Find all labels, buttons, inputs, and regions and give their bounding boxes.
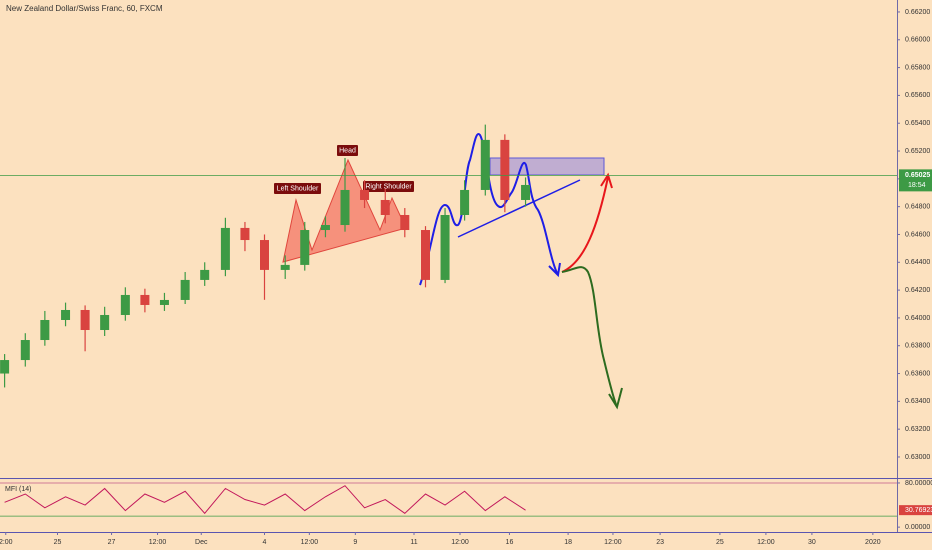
y-tick-label: 0.65600 xyxy=(905,92,930,99)
chart-title: New Zealand Dollar/Swiss Franc, 60, FXCM xyxy=(6,4,163,13)
x-tick-label: 25 xyxy=(716,539,724,546)
last-price-label: 0.65025 xyxy=(905,172,930,179)
x-tick-label: 23 xyxy=(656,539,664,546)
arrow-head xyxy=(548,262,561,278)
candle-body xyxy=(40,319,50,341)
candle-body xyxy=(61,309,71,320)
x-tick-label: 18 xyxy=(564,539,572,546)
candle-body xyxy=(100,314,110,331)
y-tick-label: 0.00000 xyxy=(905,524,930,531)
y-tick-label: 0.63200 xyxy=(905,426,930,433)
arrow-head xyxy=(608,387,623,410)
annotation: Head xyxy=(339,147,356,154)
y-tick-label: 0.65800 xyxy=(905,64,930,71)
candle-body xyxy=(280,264,290,270)
y-tick-label: 0.64200 xyxy=(905,287,930,294)
candle-body xyxy=(360,189,370,200)
x-tick-label: 27 xyxy=(108,539,116,546)
candle-body xyxy=(421,230,430,280)
x-tick-label: 2:00 xyxy=(0,539,13,546)
y-tick-label: 0.63400 xyxy=(905,398,930,405)
candle-body xyxy=(240,227,250,241)
last-price-box xyxy=(899,169,932,192)
x-tick-label: 30 xyxy=(808,539,816,546)
y-tick-label: 0.63800 xyxy=(905,343,930,350)
candle-body xyxy=(80,309,90,331)
candle-body xyxy=(500,139,510,200)
candle-body xyxy=(180,279,190,300)
candle-body xyxy=(440,214,450,280)
x-tick-label: 12:00 xyxy=(757,539,775,546)
candle-body xyxy=(159,299,169,305)
y-tick-label: 0.64600 xyxy=(905,231,930,238)
projection-path xyxy=(561,176,609,273)
x-tick-label: 2020 xyxy=(865,539,881,546)
candle-body xyxy=(200,269,210,280)
annotation: Right Shoulder xyxy=(365,183,412,190)
candle-body xyxy=(140,294,150,305)
candle-body xyxy=(320,225,330,231)
y-tick-label: 0.63000 xyxy=(905,454,930,461)
y-tick-label: 0.66000 xyxy=(905,37,930,44)
candle-body xyxy=(480,139,490,190)
candle-body xyxy=(20,340,30,361)
x-tick-label: 12:00 xyxy=(149,539,167,546)
annotation-box xyxy=(363,181,414,192)
indicator-last-label: 30.76923 xyxy=(905,507,932,514)
annotation-box xyxy=(274,183,321,194)
annotation: Left Shoulder xyxy=(277,185,319,192)
x-tick-label: 9 xyxy=(353,539,357,546)
x-tick-label: 12:00 xyxy=(301,539,319,546)
y-tick-label: 0.65400 xyxy=(905,120,930,127)
x-tick-label: 16 xyxy=(506,539,514,546)
trend-line xyxy=(457,179,581,238)
projection-path xyxy=(561,266,618,408)
candle-body xyxy=(300,230,310,265)
y-tick-label: 80.00000 xyxy=(905,480,932,487)
indicator-last-box xyxy=(899,505,932,516)
countdown: 18:54 xyxy=(908,182,926,189)
y-tick-label: 0.64400 xyxy=(905,259,930,266)
x-tick-label: 12:00 xyxy=(604,539,622,546)
candle-body xyxy=(0,360,10,374)
x-tick-label: 25 xyxy=(54,539,62,546)
x-tick-label: 4 xyxy=(263,539,267,546)
y-tick-label: 0.65200 xyxy=(905,148,930,155)
x-tick-label: 11 xyxy=(410,539,417,546)
annotation-box xyxy=(337,145,358,156)
candle-body xyxy=(521,184,531,200)
candle-body xyxy=(120,294,130,315)
indicator-name: MFI (14) xyxy=(5,486,31,493)
candle-body xyxy=(260,240,269,270)
y-tick-label: 0.64000 xyxy=(905,315,930,322)
y-tick-label: 0.63600 xyxy=(905,370,930,377)
x-tick-label: Dec xyxy=(195,539,208,546)
candle-body xyxy=(220,227,230,270)
candle-body xyxy=(340,189,350,226)
x-tick-label: 12:00 xyxy=(451,539,469,546)
y-tick-label: 0.64800 xyxy=(905,203,930,210)
y-tick-label: 0.66200 xyxy=(905,9,930,16)
candle-body xyxy=(400,214,410,231)
indicator-line xyxy=(4,485,526,515)
candle-body xyxy=(460,189,470,215)
candle-body xyxy=(380,199,390,215)
